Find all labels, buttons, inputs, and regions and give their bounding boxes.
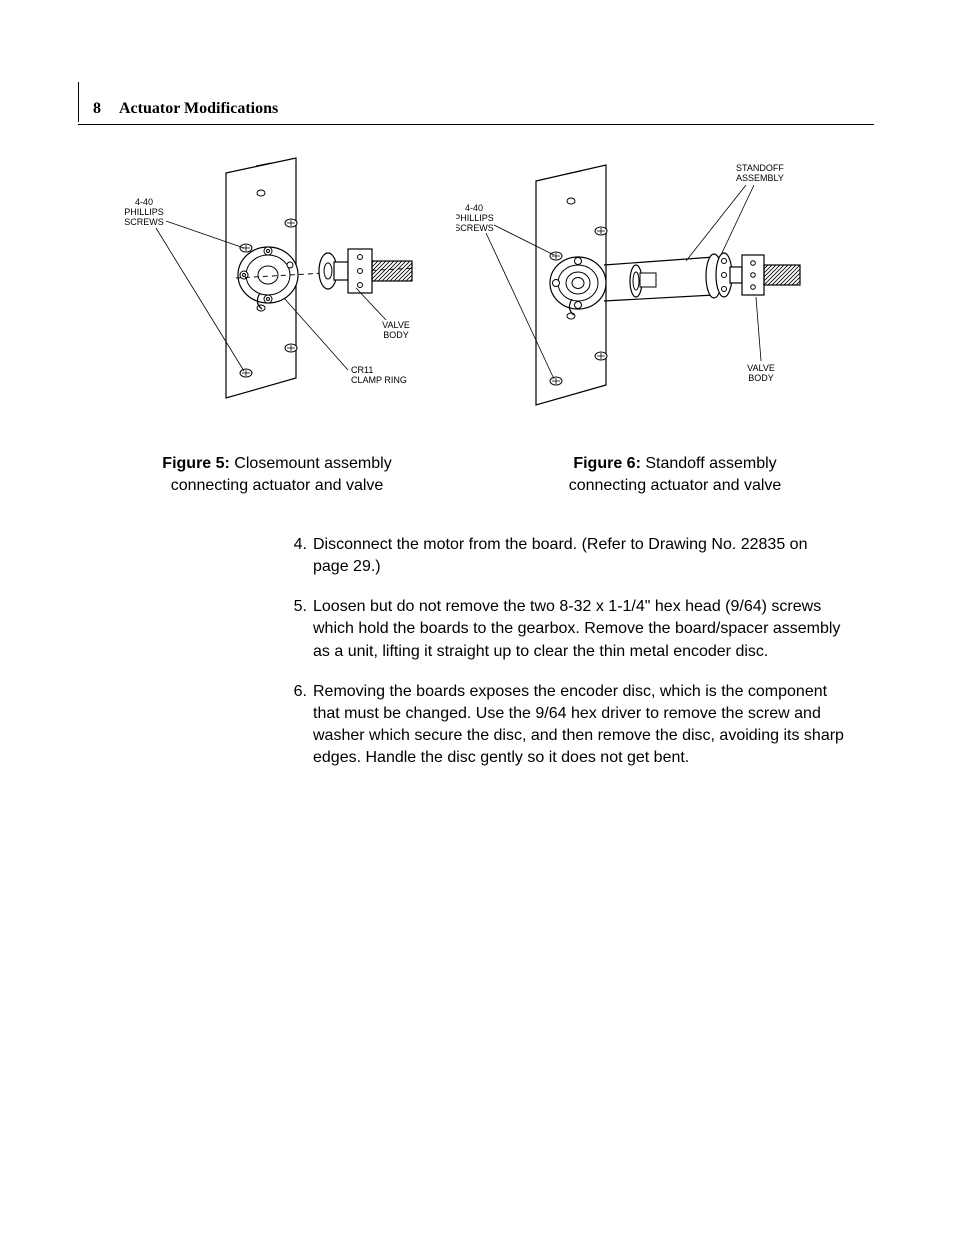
figure-6-title: Standoff assembly bbox=[641, 455, 777, 472]
step-text: Loosen but do not remove the two 8-32 x … bbox=[313, 596, 844, 662]
page: 8 Actuator Modifications bbox=[0, 0, 954, 1235]
svg-text:4-40: 4-40 bbox=[465, 203, 483, 213]
step-item: 4. Disconnect the motor from the board. … bbox=[283, 534, 844, 578]
svg-text:SCREWS: SCREWS bbox=[456, 223, 494, 233]
step-text: Removing the boards exposes the encoder … bbox=[313, 681, 844, 769]
step-item: 5. Loosen but do not remove the two 8-32… bbox=[283, 596, 844, 662]
figure-6-subtitle: connecting actuator and valve bbox=[569, 477, 782, 494]
figure-5-title: Closemount assembly bbox=[230, 455, 392, 472]
header-title: Actuator Modifications bbox=[119, 100, 278, 118]
svg-text:CR11: CR11 bbox=[351, 365, 373, 375]
step-item: 6. Removing the boards exposes the encod… bbox=[283, 681, 844, 769]
figure-6-label: Figure 6: bbox=[573, 455, 641, 472]
figures-row: 4-40 PHILLIPS SCREWS VALVE BODY CR11 CLA… bbox=[78, 153, 874, 413]
figure-5-subtitle: connecting actuator and valve bbox=[171, 477, 384, 494]
svg-text:SCREWS: SCREWS bbox=[124, 217, 164, 227]
svg-text:VALVE: VALVE bbox=[747, 363, 775, 373]
svg-text:STANDOFF: STANDOFF bbox=[736, 163, 784, 173]
figure-6-caption: Figure 6: Standoff assembly connecting a… bbox=[476, 453, 874, 496]
svg-text:PHILLIPS: PHILLIPS bbox=[124, 207, 164, 217]
step-text: Disconnect the motor from the board. (Re… bbox=[313, 534, 844, 578]
svg-text:VALVE: VALVE bbox=[382, 320, 410, 330]
svg-text:BODY: BODY bbox=[383, 330, 409, 340]
figure-5-diagram: 4-40 PHILLIPS SCREWS VALVE BODY CR11 CLA… bbox=[96, 153, 436, 413]
svg-text:BODY: BODY bbox=[748, 373, 774, 383]
header-rule-top bbox=[78, 82, 874, 100]
figure-5-caption: Figure 5: Closemount assembly connecting… bbox=[78, 453, 476, 496]
steps-list: 4. Disconnect the motor from the board. … bbox=[283, 534, 844, 769]
step-number: 5. bbox=[283, 596, 307, 662]
page-header: 8 Actuator Modifications bbox=[78, 100, 874, 122]
header-rule-bottom bbox=[78, 124, 874, 125]
figure-6-diagram: 4-40 PHILLIPS SCREWS STANDOFF ASSEMBLY V… bbox=[456, 153, 856, 413]
svg-text:4-40: 4-40 bbox=[135, 197, 153, 207]
figure-5-label: Figure 5: bbox=[162, 455, 230, 472]
step-number: 6. bbox=[283, 681, 307, 769]
svg-text:ASSEMBLY: ASSEMBLY bbox=[736, 173, 784, 183]
svg-text:CLAMP RING: CLAMP RING bbox=[351, 375, 407, 385]
svg-text:PHILLIPS: PHILLIPS bbox=[456, 213, 494, 223]
step-number: 4. bbox=[283, 534, 307, 578]
page-number: 8 bbox=[93, 100, 101, 118]
captions-row: Figure 5: Closemount assembly connecting… bbox=[78, 453, 874, 496]
